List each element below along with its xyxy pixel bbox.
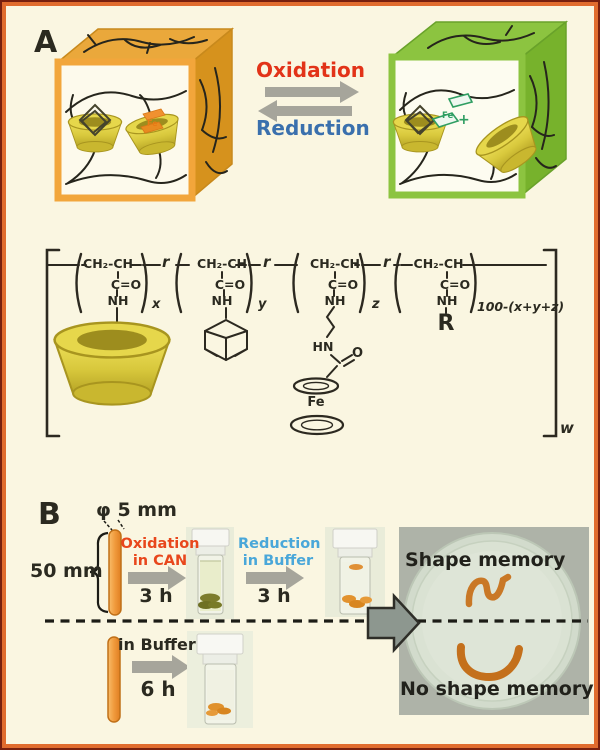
amide-unit2: NH [211, 293, 233, 308]
amide-unit1: NH [107, 293, 129, 308]
oxidation-can-line1: Oxidation [120, 536, 200, 552]
ferrocenium-ion-icon: Fe + [431, 93, 474, 128]
step2-arrow-icon [246, 566, 304, 590]
adamantane-guest-icon [78, 103, 112, 137]
carbonyl-unit3: C=O [327, 277, 359, 292]
control-time: 6 h [140, 677, 176, 701]
subscript-tail: 100-(x+y+z) [477, 299, 565, 314]
reduction-arrow-icon [258, 100, 352, 122]
right-cube: Fe + [388, 20, 569, 199]
vial-photo-oxidized [186, 527, 234, 619]
ion-plus-label: + [458, 112, 470, 128]
backbone-unit2: CH₂-CH [197, 256, 247, 271]
reduction-label: Reduction [256, 116, 370, 140]
backbone-unit1: CH₂-CH [83, 256, 133, 271]
oxygen-unit3: O [352, 346, 364, 361]
length-brace [89, 531, 109, 614]
oxidation-can-line2: in CAN [132, 553, 188, 569]
panel-a-label: A [34, 25, 58, 60]
subscript-y: y [258, 297, 267, 312]
shape-memory-label: Shape memory [405, 549, 566, 571]
subscript-w: w [560, 419, 574, 437]
repeat-parentheses [75, 252, 477, 314]
ferrocene-guest-icon: Fe [140, 108, 166, 134]
backbone-bonds [47, 264, 547, 324]
carbonyl-unit2: C=O [214, 277, 246, 292]
gel-rod-bottom [107, 636, 121, 723]
left-cube: Fe [54, 27, 235, 202]
left-cube-network [65, 34, 228, 185]
polymer-structure [45, 248, 558, 438]
backbone-unit3: CH₂-CH [310, 256, 360, 271]
reduction-buffer-line2: in Buffer [242, 553, 314, 569]
no-shape-memory-label: No shape memory [400, 678, 594, 700]
guest-fe-label: Fe [147, 119, 158, 128]
panel-b-label: B [38, 497, 61, 532]
random-label-3: r [383, 253, 391, 271]
vial-photo-control [187, 631, 253, 728]
random-label-2: r [263, 253, 271, 271]
diameter-label: φ 5 mm [96, 499, 177, 521]
amide-unit4: NH [436, 293, 458, 308]
result-arrow-icon [366, 592, 421, 654]
redox-arrows [258, 81, 359, 122]
right-cube-network [399, 25, 557, 185]
length-label: 50 mm [30, 560, 103, 582]
carbonyl-unit4: C=O [439, 277, 471, 292]
adamantane-guest-icon [404, 104, 436, 136]
reduction-time: 3 h [257, 585, 291, 607]
no-shape-memory-sample [456, 643, 523, 682]
subscript-z: z [372, 297, 380, 312]
vial-photo-reduced [325, 527, 385, 617]
step1-arrow-icon [128, 566, 186, 590]
amine-unit3: HN [312, 339, 334, 354]
carbonyl-unit1: C=O [110, 277, 142, 292]
amide-unit3: NH [324, 293, 346, 308]
reduction-buffer-line1: Reduction [238, 536, 321, 552]
cyclodextrin-unit [53, 321, 171, 406]
iron-label: Fe [307, 395, 325, 410]
backbone-unit4: CH₂-CH [413, 256, 464, 271]
gel-rod-top [108, 529, 122, 616]
control-buffer-label: in Buffer [118, 635, 196, 654]
subscript-x: x [152, 297, 161, 312]
random-label-1: r [162, 253, 170, 271]
panel-b-scheme [45, 519, 589, 728]
control-arrow-icon [132, 655, 190, 679]
oxidation-label: Oxidation [256, 58, 365, 82]
oxidation-arrow-icon [265, 81, 359, 103]
r-group-label: R [437, 311, 455, 336]
ferrocene-unit [289, 306, 355, 436]
oxidation-time: 3 h [139, 585, 173, 607]
ion-fe-label: Fe [442, 111, 453, 121]
shape-memory-sample [465, 573, 512, 608]
adamantane-unit [204, 318, 248, 362]
